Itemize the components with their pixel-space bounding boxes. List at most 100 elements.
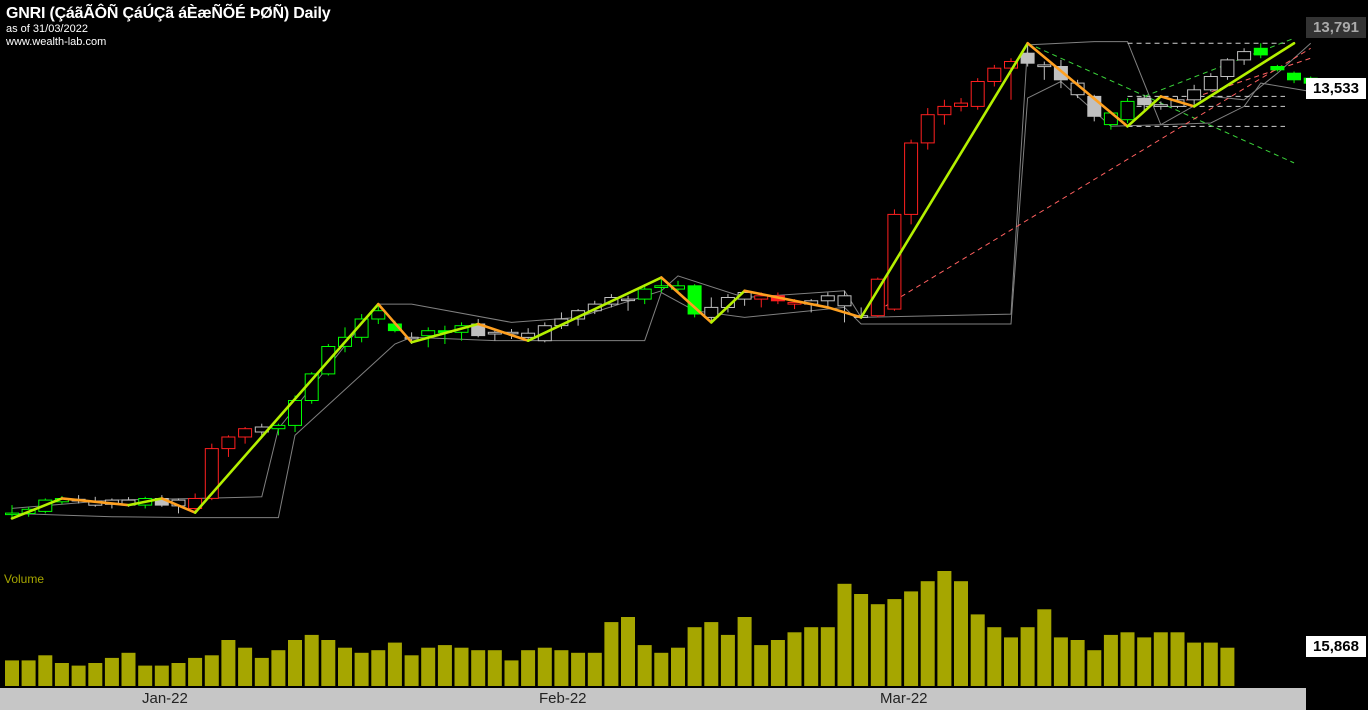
volume-bar	[71, 665, 86, 686]
volume-bar	[504, 660, 519, 686]
zigzag-segment	[1192, 41, 1296, 108]
zigzag-segment	[709, 289, 746, 324]
volume-bar	[1087, 650, 1102, 686]
candle-body	[621, 298, 635, 302]
candle-body	[1237, 51, 1252, 61]
volume-bar	[720, 634, 735, 686]
trend-line-red	[877, 47, 1311, 312]
candlesticks	[5, 43, 1318, 518]
volume-bar	[471, 650, 486, 686]
candle-body	[521, 332, 536, 338]
zigzag-segment	[826, 306, 863, 319]
volume-bar	[221, 640, 236, 686]
zigzag-segment	[127, 497, 164, 507]
volume-bar	[1137, 637, 1152, 686]
volume-bar	[5, 660, 19, 686]
zigzag-segment	[1159, 95, 1196, 108]
volume-bar	[454, 647, 469, 686]
candle-body	[970, 81, 985, 107]
volume-bar	[188, 657, 203, 686]
volume-bar	[704, 622, 719, 686]
volume-bar	[354, 652, 369, 686]
volume-bar	[88, 663, 103, 686]
volume-bar	[787, 632, 802, 686]
zigzag-segment	[743, 289, 830, 309]
volume-bar	[770, 640, 785, 686]
zigzag-segment	[660, 276, 713, 324]
candle-body	[304, 373, 319, 401]
candle-body	[404, 336, 419, 340]
volume-bar	[887, 599, 902, 686]
candle-body	[487, 331, 502, 335]
envelope-line-upper	[11, 41, 1312, 509]
candle-body	[1037, 64, 1052, 68]
source-url: www.wealth-lab.com	[6, 36, 107, 49]
candle-body	[1203, 76, 1218, 91]
volume-bar	[404, 655, 419, 686]
volume-bar	[1020, 627, 1035, 686]
volume-bar	[104, 657, 119, 686]
volume-bar	[521, 650, 536, 686]
volume-bar	[737, 617, 752, 686]
zigzag-segment	[193, 302, 380, 514]
volume-bar	[338, 647, 352, 686]
candle-body	[954, 102, 968, 107]
volume-bar	[1103, 634, 1118, 686]
candle-body	[1137, 97, 1152, 106]
as-of-date: as of 31/03/2022	[6, 23, 88, 36]
volume-bar	[804, 627, 819, 686]
zigzag-segment	[526, 276, 663, 342]
volume-bar	[21, 660, 36, 686]
volume-bar	[820, 627, 835, 686]
zigzag-segment	[476, 322, 530, 342]
volume-bar	[837, 583, 852, 686]
volume-bar	[171, 663, 186, 686]
volume-bar	[437, 645, 452, 686]
volume-bar	[1187, 642, 1202, 686]
volume-bar	[121, 652, 136, 686]
zigzag-segment	[160, 497, 197, 514]
candle-body	[704, 306, 719, 318]
candle-body	[204, 448, 219, 499]
candle-body	[1187, 89, 1202, 101]
volume-bar	[1037, 609, 1052, 686]
price-tag-high: 13,791	[1306, 17, 1366, 38]
volume-bar	[238, 647, 253, 686]
volume-bar	[604, 622, 619, 686]
candle-body	[920, 114, 935, 144]
candle-body	[1270, 66, 1285, 71]
candle-body	[1153, 104, 1168, 107]
candle-body	[1004, 61, 1018, 69]
x-axis-label-jan: Jan-22	[142, 690, 188, 707]
volume-bar	[1053, 637, 1068, 686]
volume-bar	[754, 645, 769, 686]
volume-bar	[937, 571, 952, 686]
candle-body	[5, 512, 19, 516]
candle-body	[1020, 52, 1035, 64]
trend-line-red	[1177, 57, 1311, 104]
candle-body	[987, 67, 1002, 82]
volume-bar	[387, 642, 402, 686]
volume-bar	[487, 650, 502, 686]
volume-bar	[254, 657, 269, 686]
candle-body	[754, 295, 769, 300]
candle-body	[354, 318, 369, 338]
volume-bar	[554, 650, 569, 686]
candle-body	[421, 330, 436, 337]
volume-bar	[1203, 642, 1218, 686]
volume-bar	[970, 614, 985, 686]
volume-bar	[621, 617, 635, 686]
volume-bar	[987, 627, 1002, 686]
volume-bar	[870, 604, 885, 686]
x-axis-label-mar: Mar-22	[880, 690, 928, 707]
volume-bar	[537, 647, 552, 686]
x-axis-label-feb: Feb-22	[539, 690, 587, 707]
trend-lines	[877, 37, 1311, 312]
candle-body	[937, 105, 952, 116]
candle-body	[820, 295, 835, 302]
volume-bar	[154, 665, 169, 686]
volume-bar	[321, 640, 336, 686]
volume-bar	[1153, 632, 1168, 686]
volume-bar	[854, 594, 869, 686]
